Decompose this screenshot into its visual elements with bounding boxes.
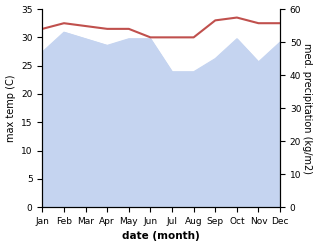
X-axis label: date (month): date (month) <box>122 231 200 242</box>
Y-axis label: med. precipitation (kg/m2): med. precipitation (kg/m2) <box>302 43 313 174</box>
Y-axis label: max temp (C): max temp (C) <box>5 74 16 142</box>
